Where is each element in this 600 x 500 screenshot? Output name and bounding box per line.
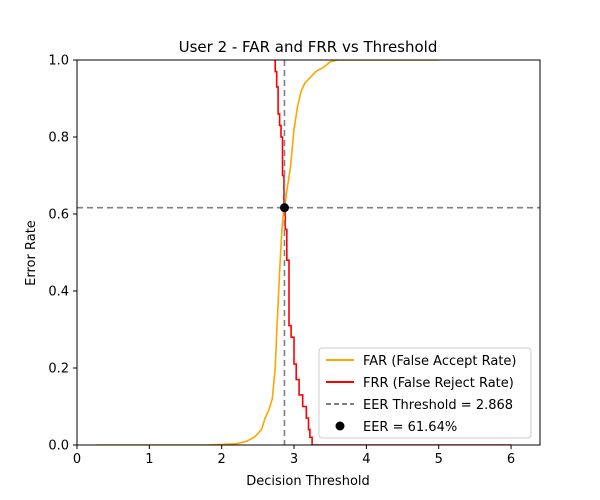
x-tick-label: 6 <box>507 452 515 467</box>
legend-far-label: FAR (False Accept Rate) <box>363 354 517 369</box>
legend-eer-marker <box>335 421 345 431</box>
x-tick-label: 1 <box>145 452 153 467</box>
eer-point <box>279 203 289 213</box>
y-tick-label: 1.0 <box>48 54 69 69</box>
y-tick-label: 0.0 <box>48 439 69 454</box>
y-tick-label: 0.8 <box>48 131 69 146</box>
y-tick-label: 0.4 <box>48 285 69 300</box>
x-tick-label: 4 <box>362 452 370 467</box>
x-tick-label: 5 <box>435 452 443 467</box>
axis-ticks: 0 1 2 3 4 5 6 0.0 0.2 0.4 0.6 0.8 1.0 <box>48 54 515 468</box>
x-tick-label: 2 <box>218 452 226 467</box>
chart-title: User 2 - FAR and FRR vs Threshold <box>179 38 438 56</box>
x-axis-label: Decision Threshold <box>246 474 370 489</box>
x-tick-label: 3 <box>290 452 298 467</box>
legend: FAR (False Accept Rate) FRR (False Rejec… <box>318 347 532 439</box>
x-tick-label: 0 <box>73 452 81 467</box>
y-tick-label: 0.2 <box>48 362 69 377</box>
legend-frame <box>318 347 532 439</box>
axes-frame <box>76 59 541 446</box>
legend-eer-label: EER = 61.64% <box>363 420 457 435</box>
frr-series-line <box>273 60 512 445</box>
y-axis-label: Error Rate <box>24 220 39 286</box>
legend-eer-threshold-label: EER Threshold = 2.868 <box>363 398 513 413</box>
legend-frr-label: FRR (False Reject Rate) <box>363 376 514 391</box>
y-tick-label: 0.6 <box>48 208 69 223</box>
